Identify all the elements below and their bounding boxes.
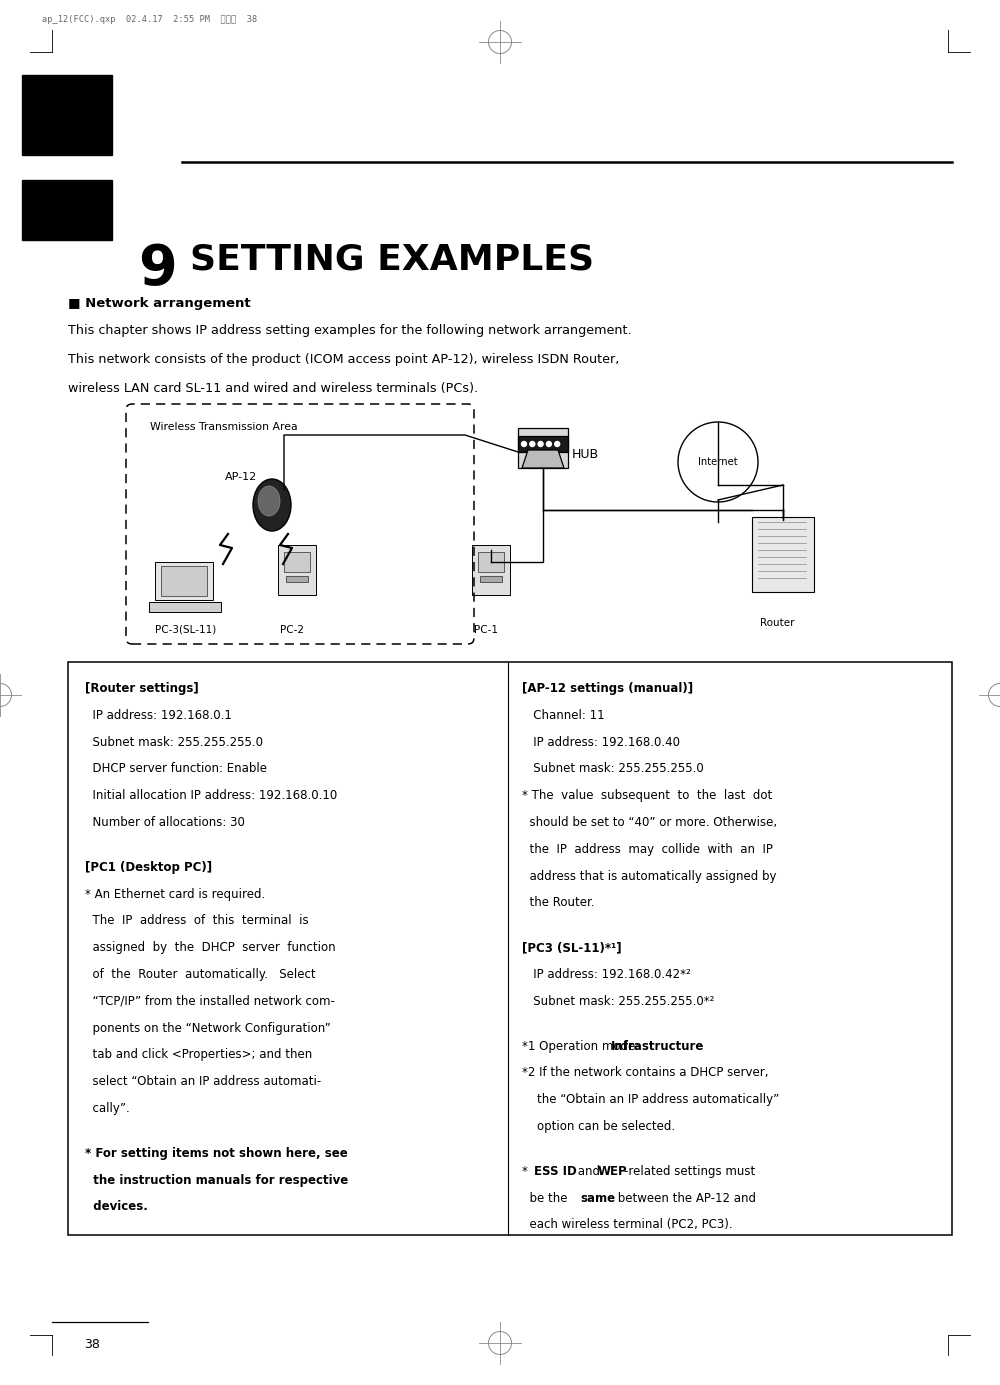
Polygon shape — [522, 450, 564, 468]
Ellipse shape — [258, 486, 280, 517]
Circle shape — [546, 442, 551, 446]
Text: the Router.: the Router. — [522, 896, 595, 910]
Text: SETTING EXAMPLES: SETTING EXAMPLES — [190, 242, 594, 276]
Text: [Router settings]: [Router settings] — [85, 681, 199, 695]
Text: ESS ID: ESS ID — [534, 1165, 577, 1177]
Text: -related settings must: -related settings must — [624, 1165, 755, 1177]
Text: [PC3 (SL-11)*¹]: [PC3 (SL-11)*¹] — [522, 942, 622, 954]
Text: assigned  by  the  DHCP  server  function: assigned by the DHCP server function — [85, 942, 336, 954]
Bar — [22, 75, 112, 155]
Text: Initial allocation IP address: 192.168.0.10: Initial allocation IP address: 192.168.0… — [85, 789, 337, 802]
Bar — [284, 553, 310, 572]
Text: of  the  Router  automatically.   Select: of the Router automatically. Select — [85, 968, 316, 981]
Text: IP address: 192.168.0.1: IP address: 192.168.0.1 — [85, 709, 232, 722]
Circle shape — [678, 422, 758, 501]
Text: be the: be the — [522, 1191, 571, 1205]
Bar — [149, 602, 221, 612]
Text: cally”.: cally”. — [85, 1102, 130, 1115]
Text: each wireless terminal (PC2, PC3).: each wireless terminal (PC2, PC3). — [522, 1219, 733, 1231]
Text: * For setting items not shown here, see: * For setting items not shown here, see — [85, 1147, 348, 1159]
Text: PC-3(SL-11): PC-3(SL-11) — [155, 625, 216, 634]
Text: Router: Router — [760, 618, 794, 627]
Text: Subnet mask: 255.255.255.0*²: Subnet mask: 255.255.255.0*² — [522, 994, 714, 1008]
Bar — [480, 576, 502, 582]
Text: HUB: HUB — [572, 447, 599, 460]
Bar — [278, 546, 316, 596]
Bar — [478, 553, 504, 572]
Text: should be set to “40” or more. Otherwise,: should be set to “40” or more. Otherwise… — [522, 816, 777, 830]
Bar — [518, 428, 568, 468]
Bar — [155, 562, 213, 600]
Text: DHCP server function: Enable: DHCP server function: Enable — [85, 762, 267, 776]
Text: Subnet mask: 255.255.255.0: Subnet mask: 255.255.255.0 — [85, 735, 263, 749]
Text: 9: 9 — [138, 242, 177, 296]
Bar — [161, 566, 207, 596]
Text: This network consists of the product (ICOM access point AP-12), wireless ISDN Ro: This network consists of the product (IC… — [68, 353, 619, 366]
Text: and: and — [574, 1165, 604, 1177]
Text: wireless LAN card SL-11 and wired and wireless terminals (PCs).: wireless LAN card SL-11 and wired and wi… — [68, 382, 478, 395]
Text: Infrastructure: Infrastructure — [611, 1040, 704, 1053]
Text: WEP: WEP — [598, 1165, 628, 1177]
Bar — [68, 662, 952, 1235]
Text: [AP-12 settings (manual)]: [AP-12 settings (manual)] — [522, 681, 693, 695]
Text: PC-2: PC-2 — [280, 625, 304, 634]
Text: select “Obtain an IP address automati-: select “Obtain an IP address automati- — [85, 1075, 321, 1089]
Text: The  IP  address  of  this  terminal  is: The IP address of this terminal is — [85, 914, 309, 928]
Text: the  IP  address  may  collide  with  an  IP: the IP address may collide with an IP — [522, 843, 773, 856]
Text: the “Obtain an IP address automatically”: the “Obtain an IP address automatically” — [522, 1093, 779, 1107]
Bar — [22, 180, 112, 240]
Text: same: same — [580, 1191, 615, 1205]
Text: [PC1 (Desktop PC)]: [PC1 (Desktop PC)] — [85, 861, 212, 874]
Text: PC-1: PC-1 — [474, 625, 498, 634]
Text: ap_12(FCC).qxp  02.4.17  2:55 PM  ページ  38: ap_12(FCC).qxp 02.4.17 2:55 PM ページ 38 — [42, 15, 257, 24]
Text: tab and click <Properties>; and then: tab and click <Properties>; and then — [85, 1048, 312, 1061]
Text: *2 If the network contains a DHCP server,: *2 If the network contains a DHCP server… — [522, 1066, 768, 1079]
Text: IP address: 192.168.0.40: IP address: 192.168.0.40 — [522, 735, 680, 749]
Text: Internet: Internet — [698, 457, 738, 467]
Circle shape — [538, 442, 543, 446]
Text: * An Ethernet card is required.: * An Ethernet card is required. — [85, 888, 265, 900]
Text: ponents on the “Network Configuration”: ponents on the “Network Configuration” — [85, 1022, 331, 1035]
Text: ■ Network arrangement: ■ Network arrangement — [68, 296, 251, 310]
Bar — [286, 576, 308, 582]
Circle shape — [522, 442, 526, 446]
Text: *: * — [522, 1165, 532, 1177]
Text: the instruction manuals for respective: the instruction manuals for respective — [85, 1173, 348, 1187]
Text: option can be selected.: option can be selected. — [522, 1120, 675, 1133]
Circle shape — [555, 442, 560, 446]
Text: AP-12: AP-12 — [225, 472, 257, 482]
Text: Subnet mask: 255.255.255.0: Subnet mask: 255.255.255.0 — [522, 762, 704, 776]
Ellipse shape — [253, 479, 291, 530]
Text: Wireless Transmission Area: Wireless Transmission Area — [150, 422, 298, 432]
Text: Channel: 11: Channel: 11 — [522, 709, 605, 722]
Text: address that is automatically assigned by: address that is automatically assigned b… — [522, 870, 776, 882]
Text: *1 Operation mode:: *1 Operation mode: — [522, 1040, 643, 1053]
Text: “TCP/IP” from the installed network com-: “TCP/IP” from the installed network com- — [85, 994, 335, 1008]
Bar — [472, 546, 510, 596]
Text: IP address: 192.168.0.42*²: IP address: 192.168.0.42*² — [522, 968, 691, 981]
Text: Number of allocations: 30: Number of allocations: 30 — [85, 816, 245, 830]
Text: This chapter shows IP address setting examples for the following network arrange: This chapter shows IP address setting ex… — [68, 324, 632, 337]
Bar — [518, 436, 568, 452]
Circle shape — [530, 442, 535, 446]
Text: * The  value  subsequent  to  the  last  dot: * The value subsequent to the last dot — [522, 789, 772, 802]
Text: between the AP-12 and: between the AP-12 and — [614, 1191, 756, 1205]
Bar — [752, 517, 814, 591]
Text: 38: 38 — [84, 1338, 100, 1350]
Text: devices.: devices. — [85, 1201, 148, 1213]
